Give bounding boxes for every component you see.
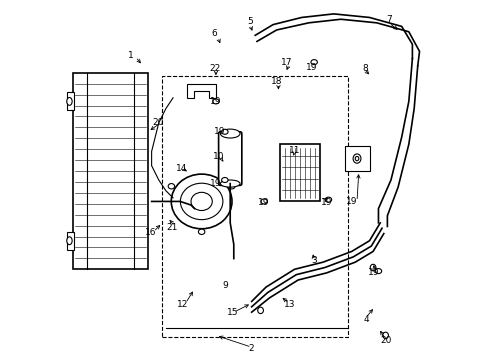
Text: 20: 20: [152, 118, 163, 127]
Text: 19: 19: [210, 97, 221, 106]
Text: 20: 20: [379, 336, 390, 345]
Text: 19: 19: [210, 179, 221, 188]
Ellipse shape: [369, 264, 375, 271]
Text: 19: 19: [213, 127, 225, 136]
Ellipse shape: [67, 237, 72, 245]
Text: 19: 19: [367, 268, 379, 277]
Ellipse shape: [257, 307, 263, 314]
Ellipse shape: [171, 174, 231, 229]
Text: 16: 16: [145, 228, 156, 237]
Text: 17: 17: [280, 58, 292, 67]
Ellipse shape: [228, 184, 235, 189]
Polygon shape: [187, 84, 216, 98]
Ellipse shape: [168, 184, 174, 189]
Ellipse shape: [220, 129, 240, 138]
Ellipse shape: [180, 183, 223, 220]
Ellipse shape: [191, 192, 212, 211]
Text: 13: 13: [284, 300, 295, 309]
Text: 14: 14: [175, 164, 186, 173]
Ellipse shape: [221, 129, 227, 134]
Ellipse shape: [221, 177, 227, 183]
Text: 11: 11: [288, 146, 300, 155]
Text: 5: 5: [246, 17, 252, 26]
Bar: [162, 76, 347, 337]
Ellipse shape: [67, 98, 72, 105]
FancyBboxPatch shape: [218, 132, 242, 185]
Text: 15: 15: [227, 309, 238, 318]
Text: 1: 1: [128, 51, 134, 60]
Text: 21: 21: [166, 223, 178, 232]
Text: 7: 7: [386, 15, 391, 24]
Text: 2: 2: [248, 345, 254, 354]
Bar: [73, 73, 148, 269]
Ellipse shape: [261, 199, 267, 204]
Ellipse shape: [220, 180, 240, 187]
Ellipse shape: [212, 99, 219, 104]
Text: 19: 19: [345, 197, 357, 206]
Text: 8: 8: [361, 64, 367, 73]
Text: 19: 19: [320, 198, 332, 207]
Text: 19: 19: [305, 63, 317, 72]
Ellipse shape: [352, 154, 360, 163]
Text: 9: 9: [222, 281, 227, 290]
Bar: [344, 146, 369, 171]
Ellipse shape: [310, 60, 317, 64]
Text: 3: 3: [311, 256, 316, 265]
Text: 18: 18: [270, 77, 282, 86]
Ellipse shape: [325, 197, 331, 202]
Text: 19: 19: [257, 198, 268, 207]
Bar: [66, 232, 74, 249]
Text: 22: 22: [209, 64, 221, 73]
Ellipse shape: [374, 269, 381, 274]
Text: 10: 10: [213, 152, 224, 161]
Bar: [280, 144, 319, 202]
Text: 4: 4: [363, 315, 368, 324]
Text: 12: 12: [177, 300, 188, 309]
Ellipse shape: [354, 157, 358, 161]
Bar: [66, 93, 74, 111]
Ellipse shape: [198, 229, 204, 234]
Ellipse shape: [382, 332, 387, 339]
Text: 6: 6: [211, 29, 217, 38]
